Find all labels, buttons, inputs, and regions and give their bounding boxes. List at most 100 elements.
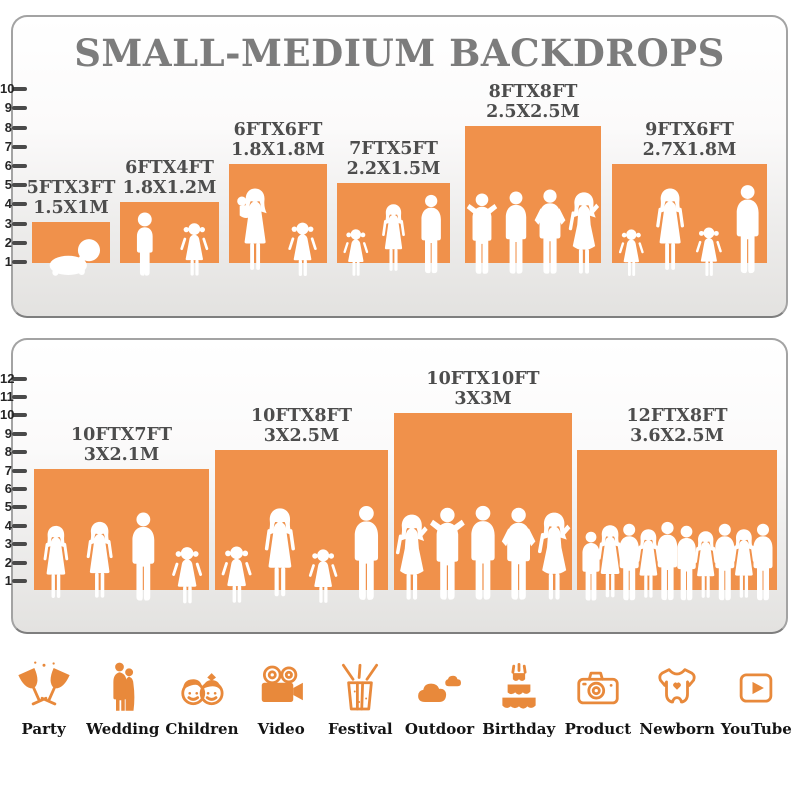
category-newborn: Newborn xyxy=(638,660,716,738)
ruler-tick-1 xyxy=(12,260,27,264)
people-silhouettes xyxy=(237,188,317,277)
ruler-tick-5 xyxy=(12,183,27,188)
ruler-tick-7 xyxy=(12,144,27,149)
people-silhouettes xyxy=(43,512,203,603)
panel-small-medium-backdrops: SMALL-MEDIUM BACKDROPS 1 2 3 4 5 6 7 8 9 10 5FTX3… xyxy=(0,15,788,318)
size-meters: 1.8X1.2M xyxy=(122,178,217,199)
ruler-number-4: 4 xyxy=(4,196,12,212)
ruler-tick-2 xyxy=(12,560,27,565)
backdrop-bar-12ftx8ft xyxy=(577,450,777,601)
size-feet: 9FTX6FT xyxy=(645,120,734,140)
ruler-number-3: 3 xyxy=(4,536,12,552)
category-label: Children xyxy=(165,720,239,738)
size-feet: 10FTX7FT xyxy=(70,424,173,445)
ruler-number-2: 2 xyxy=(4,554,12,570)
backdrop-rect xyxy=(120,202,219,263)
backdrop-bar-9ftx6ft xyxy=(612,164,767,276)
ruler-tick-8 xyxy=(12,125,27,130)
ruler-number-10: 10 xyxy=(0,407,15,423)
category-label: Product xyxy=(564,720,632,738)
category-label: Party xyxy=(21,720,66,738)
ruler-number-5: 5 xyxy=(4,177,12,193)
backdrop-bar-6ftx4ft xyxy=(120,202,219,277)
ruler-number-5: 5 xyxy=(4,499,12,515)
ruler-number-2: 2 xyxy=(4,234,12,250)
ruler-tick-5 xyxy=(12,505,27,510)
category-label: YouTube xyxy=(720,720,792,738)
ruler-tick-9 xyxy=(12,431,27,436)
ruler-number-11: 11 xyxy=(0,389,14,404)
newborn-icon xyxy=(658,668,696,704)
ruler-number-8: 8 xyxy=(4,444,12,460)
size-feet: 10FTX8FT xyxy=(250,406,353,427)
backdrop-size-label: 9FTX6FT 2.7X1.8M xyxy=(643,120,737,160)
party-icon xyxy=(17,661,70,706)
ruler-tick-2 xyxy=(12,240,27,245)
category-label: Festival xyxy=(328,720,393,738)
size-meters: 2.7X1.8M xyxy=(642,140,737,160)
ruler-tick-10 xyxy=(12,87,27,92)
youtube-icon xyxy=(740,673,773,703)
category-label: Birthday xyxy=(482,720,556,738)
wedding-icon xyxy=(113,662,135,711)
category-wedding: Wedding xyxy=(84,660,162,738)
size-meters: 2.2X1.5M xyxy=(346,159,441,180)
category-outdoor: Outdoor xyxy=(401,660,479,738)
size-meters: 3X2.1M xyxy=(83,444,160,465)
people-silhouettes xyxy=(466,189,600,274)
people-silhouettes xyxy=(49,238,101,276)
ruler-number-1: 1 xyxy=(4,573,12,588)
category-birthday: Birthday xyxy=(480,660,558,738)
size-feet: 6FTX4FT xyxy=(125,158,214,179)
ruler-tick-7 xyxy=(12,468,27,473)
people-silhouettes xyxy=(136,212,209,277)
ruler-number-8: 8 xyxy=(4,119,12,135)
backdrop-size-label: 5FTX3FT 1.5X1M xyxy=(27,178,116,218)
page-title: SMALL-MEDIUM BACKDROPS xyxy=(74,31,725,75)
panel-medium-backdrops: 1 2 3 4 5 6 7 8 9 10 11 12 10FTX7FT 3X2.1M 10FTX8FT 3X… xyxy=(0,338,788,634)
ruler-tick-10 xyxy=(12,413,27,418)
ruler-number-6: 6 xyxy=(4,158,12,173)
backdrop-bar-6ftx6ft xyxy=(229,164,327,277)
category-product: Product xyxy=(559,660,637,738)
backdrop-size-label: 10FTX7FT 3X2.1M xyxy=(71,425,172,465)
category-label: Outdoor xyxy=(404,720,475,738)
backdrop-size-label: 6FTX4FT 1.8X1.2M xyxy=(123,158,217,198)
category-icons-row: Party Wedding Children Video Festival Outdoor… xyxy=(0,660,800,738)
ruler-tick-12 xyxy=(12,376,27,381)
ruler-number-10: 10 xyxy=(0,81,15,97)
ruler-tick-3 xyxy=(12,221,27,226)
category-video: Video xyxy=(242,660,320,738)
product-icon xyxy=(577,671,619,705)
ruler-tick-6 xyxy=(12,487,27,491)
backdrop-bar-10ftx7ft xyxy=(34,468,209,603)
ruler-number-4: 4 xyxy=(4,517,12,533)
size-feet: 12FTX8FT xyxy=(626,406,728,427)
people-silhouettes xyxy=(395,506,571,601)
ruler-tick-8 xyxy=(12,450,27,455)
size-meters: 3X2.5M xyxy=(263,426,340,447)
ruler-tick-6 xyxy=(12,164,27,168)
size-feet: 8FTX8FT xyxy=(488,81,578,102)
ruler-number-6: 6 xyxy=(4,481,12,496)
ruler-tick-4 xyxy=(12,202,27,207)
backdrop-bar-7ftx5ft xyxy=(337,183,450,276)
category-party: Party xyxy=(5,660,83,738)
children-icon xyxy=(181,673,224,706)
people-silhouettes xyxy=(618,185,759,276)
backdrop-bar-10ftx8ft xyxy=(215,450,388,604)
size-feet: 7FTX5FT xyxy=(349,139,438,160)
people-silhouettes xyxy=(343,195,441,276)
ruler-tick-11 xyxy=(12,395,27,399)
ruler-tick-1 xyxy=(12,579,27,583)
size-meters: 2.5X2.5M xyxy=(486,101,580,122)
ruler-number-7: 7 xyxy=(4,138,12,154)
backdrop-bar-8ftx8ft xyxy=(465,125,601,274)
ruler-tick-9 xyxy=(12,106,27,111)
people-silhouettes xyxy=(221,506,379,604)
ruler-number-3: 3 xyxy=(4,215,12,231)
ruler-tick-4 xyxy=(12,523,27,528)
category-children: Children xyxy=(163,660,241,738)
backdrop-bar-10ftx10ft xyxy=(394,413,572,601)
ruler-number-9: 9 xyxy=(4,100,12,116)
